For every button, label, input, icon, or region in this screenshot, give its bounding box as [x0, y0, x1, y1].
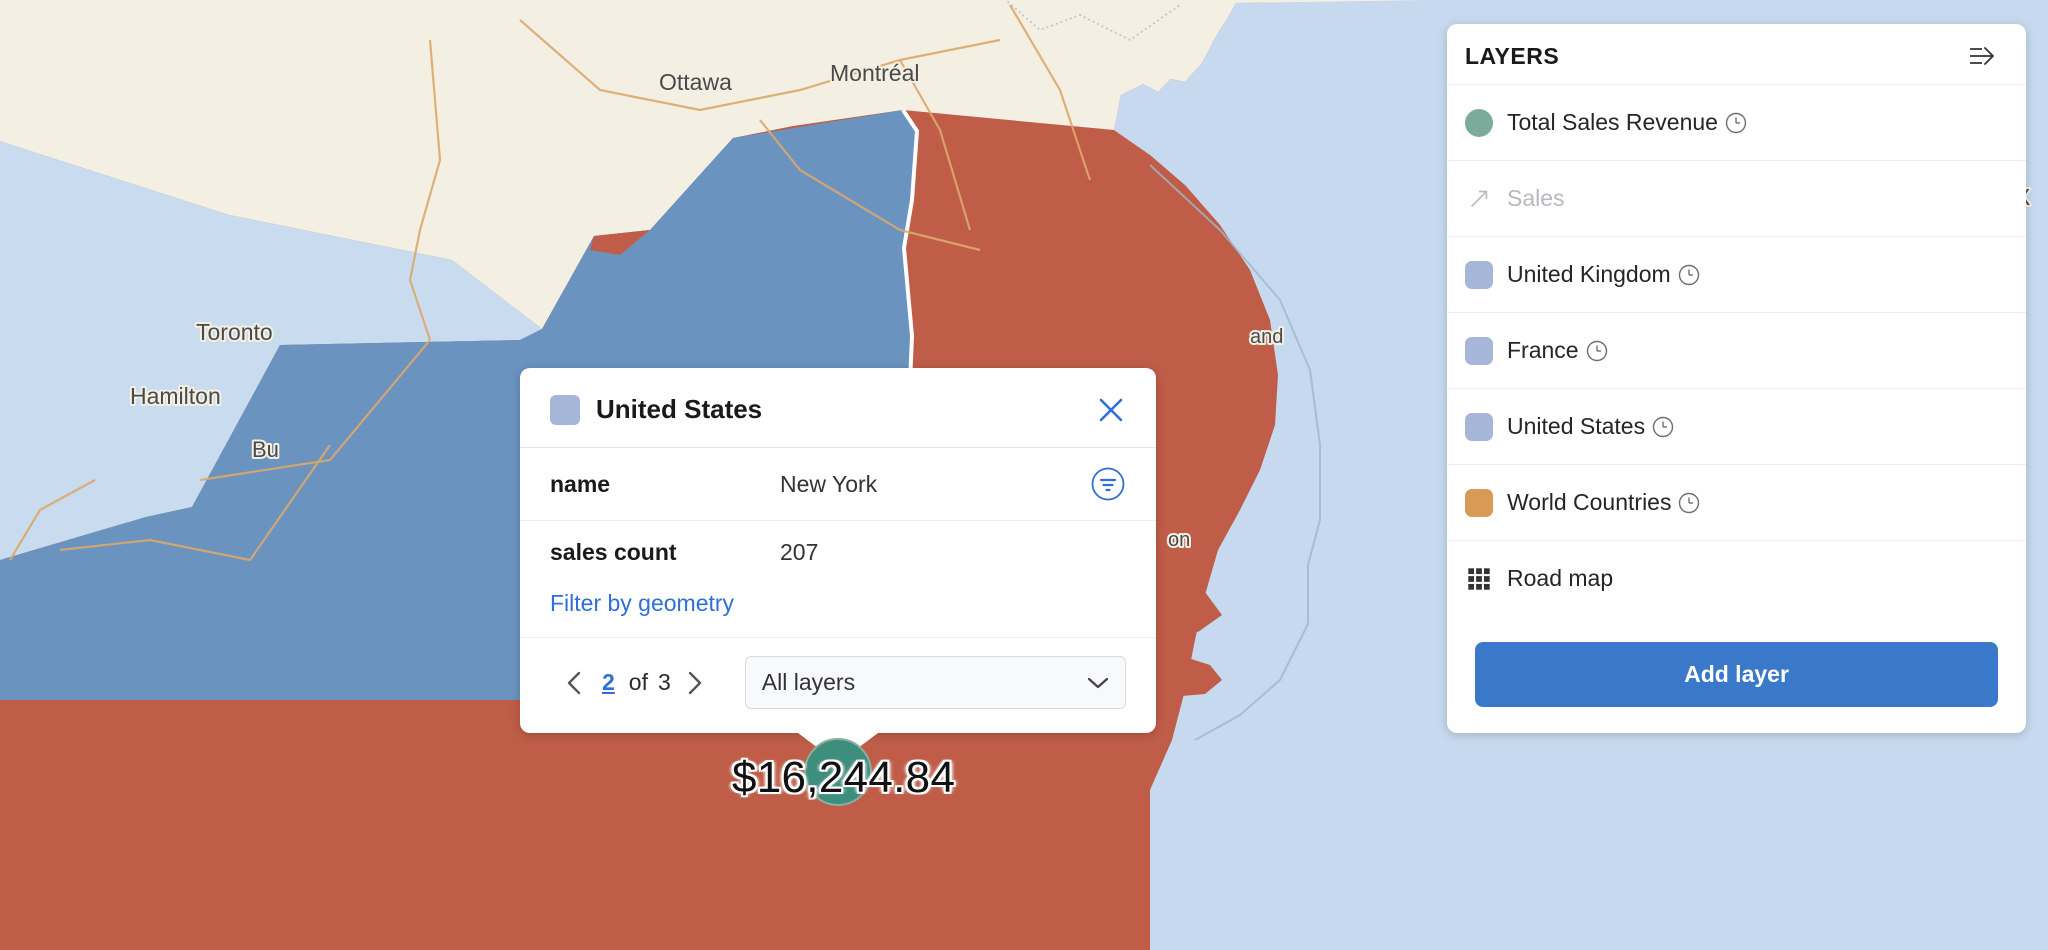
- svg-text:and: and: [1250, 326, 1283, 348]
- svg-text:Hamilton: Hamilton: [130, 383, 221, 409]
- svg-text:Bu: Bu: [252, 437, 279, 462]
- svg-text:Ottawa: Ottawa: [659, 69, 732, 95]
- svg-text:on: on: [1168, 529, 1190, 551]
- svg-text:Montréal: Montréal: [830, 60, 919, 86]
- svg-text:Toronto: Toronto: [196, 319, 273, 345]
